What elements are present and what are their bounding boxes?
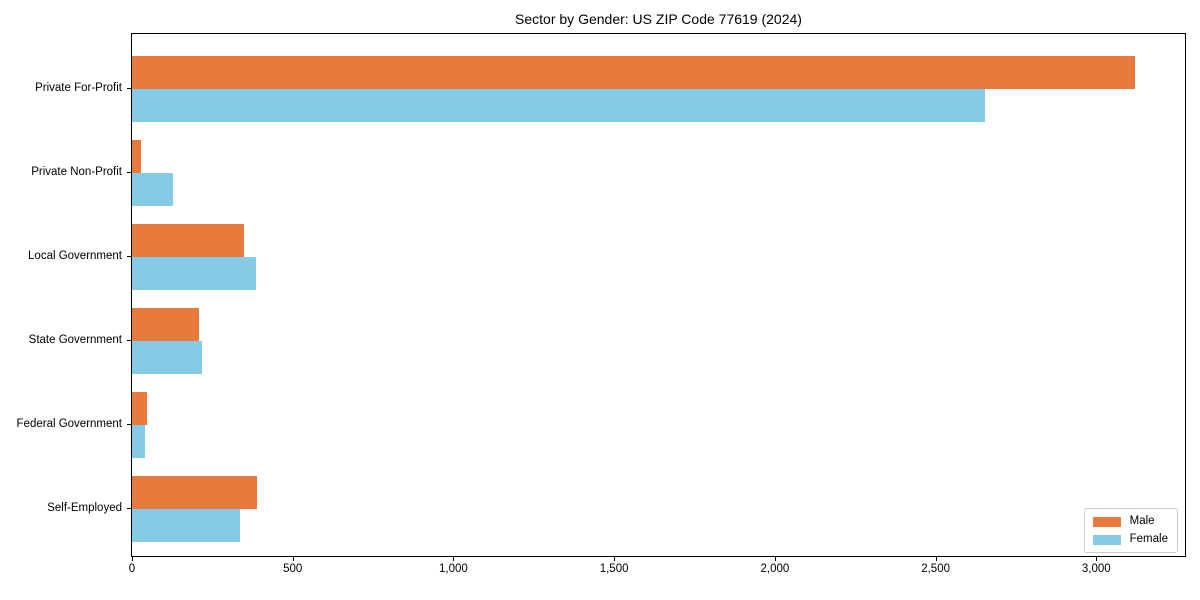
- y-tick-mark: [127, 340, 131, 341]
- x-tick-mark: [774, 557, 776, 561]
- bar-female-1: [132, 173, 173, 206]
- y-axis-label: Self-Employed: [47, 502, 122, 514]
- x-tick-label: 2,000: [760, 563, 790, 575]
- x-tick-label: 1,500: [599, 563, 629, 575]
- y-axis-label: Federal Government: [16, 418, 122, 430]
- bar-female-2: [132, 257, 256, 290]
- bar-male-4: [132, 392, 147, 425]
- bar-male-1: [132, 140, 141, 173]
- bar-female-5: [132, 509, 240, 542]
- y-axis-label: State Government: [28, 334, 122, 346]
- y-tick-mark: [127, 172, 131, 173]
- x-tick-mark: [614, 557, 616, 561]
- x-tick-mark: [132, 557, 133, 561]
- x-tick-label: 2,500: [921, 563, 950, 575]
- plot-area: Male Female: [131, 33, 1186, 557]
- legend-label: Male: [1129, 515, 1155, 527]
- y-tick-mark: [127, 424, 131, 425]
- y-axis-label: Private For-Profit: [35, 82, 122, 94]
- x-tick-mark: [935, 557, 937, 561]
- x-tick-label: 0: [128, 563, 136, 575]
- bar-female-0: [132, 89, 986, 122]
- bar-male-5: [132, 476, 258, 509]
- x-tick-mark: [1096, 557, 1098, 561]
- y-tick-mark: [127, 256, 131, 257]
- x-tick-mark: [453, 557, 455, 561]
- bar-female-4: [132, 425, 146, 458]
- x-tick-mark: [292, 557, 294, 561]
- x-tick-label: 1,000: [439, 563, 468, 575]
- legend-swatch-male: [1092, 516, 1121, 527]
- chart-title: Sector by Gender: US ZIP Code 77619 (202…: [515, 11, 802, 27]
- legend-label: Female: [1129, 533, 1168, 545]
- x-tick-label: 3,000: [1081, 563, 1111, 575]
- bar-male-3: [132, 308, 199, 341]
- legend: Male Female: [1083, 508, 1178, 553]
- y-tick-mark: [127, 88, 131, 89]
- bar-male-0: [132, 56, 1135, 89]
- bar-male-2: [132, 224, 245, 257]
- y-axis-label: Private Non-Profit: [31, 166, 122, 178]
- legend-swatch-female: [1092, 534, 1121, 545]
- x-tick-label: 500: [283, 563, 303, 575]
- y-axis-label: Local Government: [28, 250, 122, 262]
- bar-female-3: [132, 341, 202, 374]
- legend-item-male: Male: [1092, 515, 1168, 528]
- y-tick-mark: [127, 508, 131, 509]
- legend-item-female: Female: [1092, 533, 1168, 546]
